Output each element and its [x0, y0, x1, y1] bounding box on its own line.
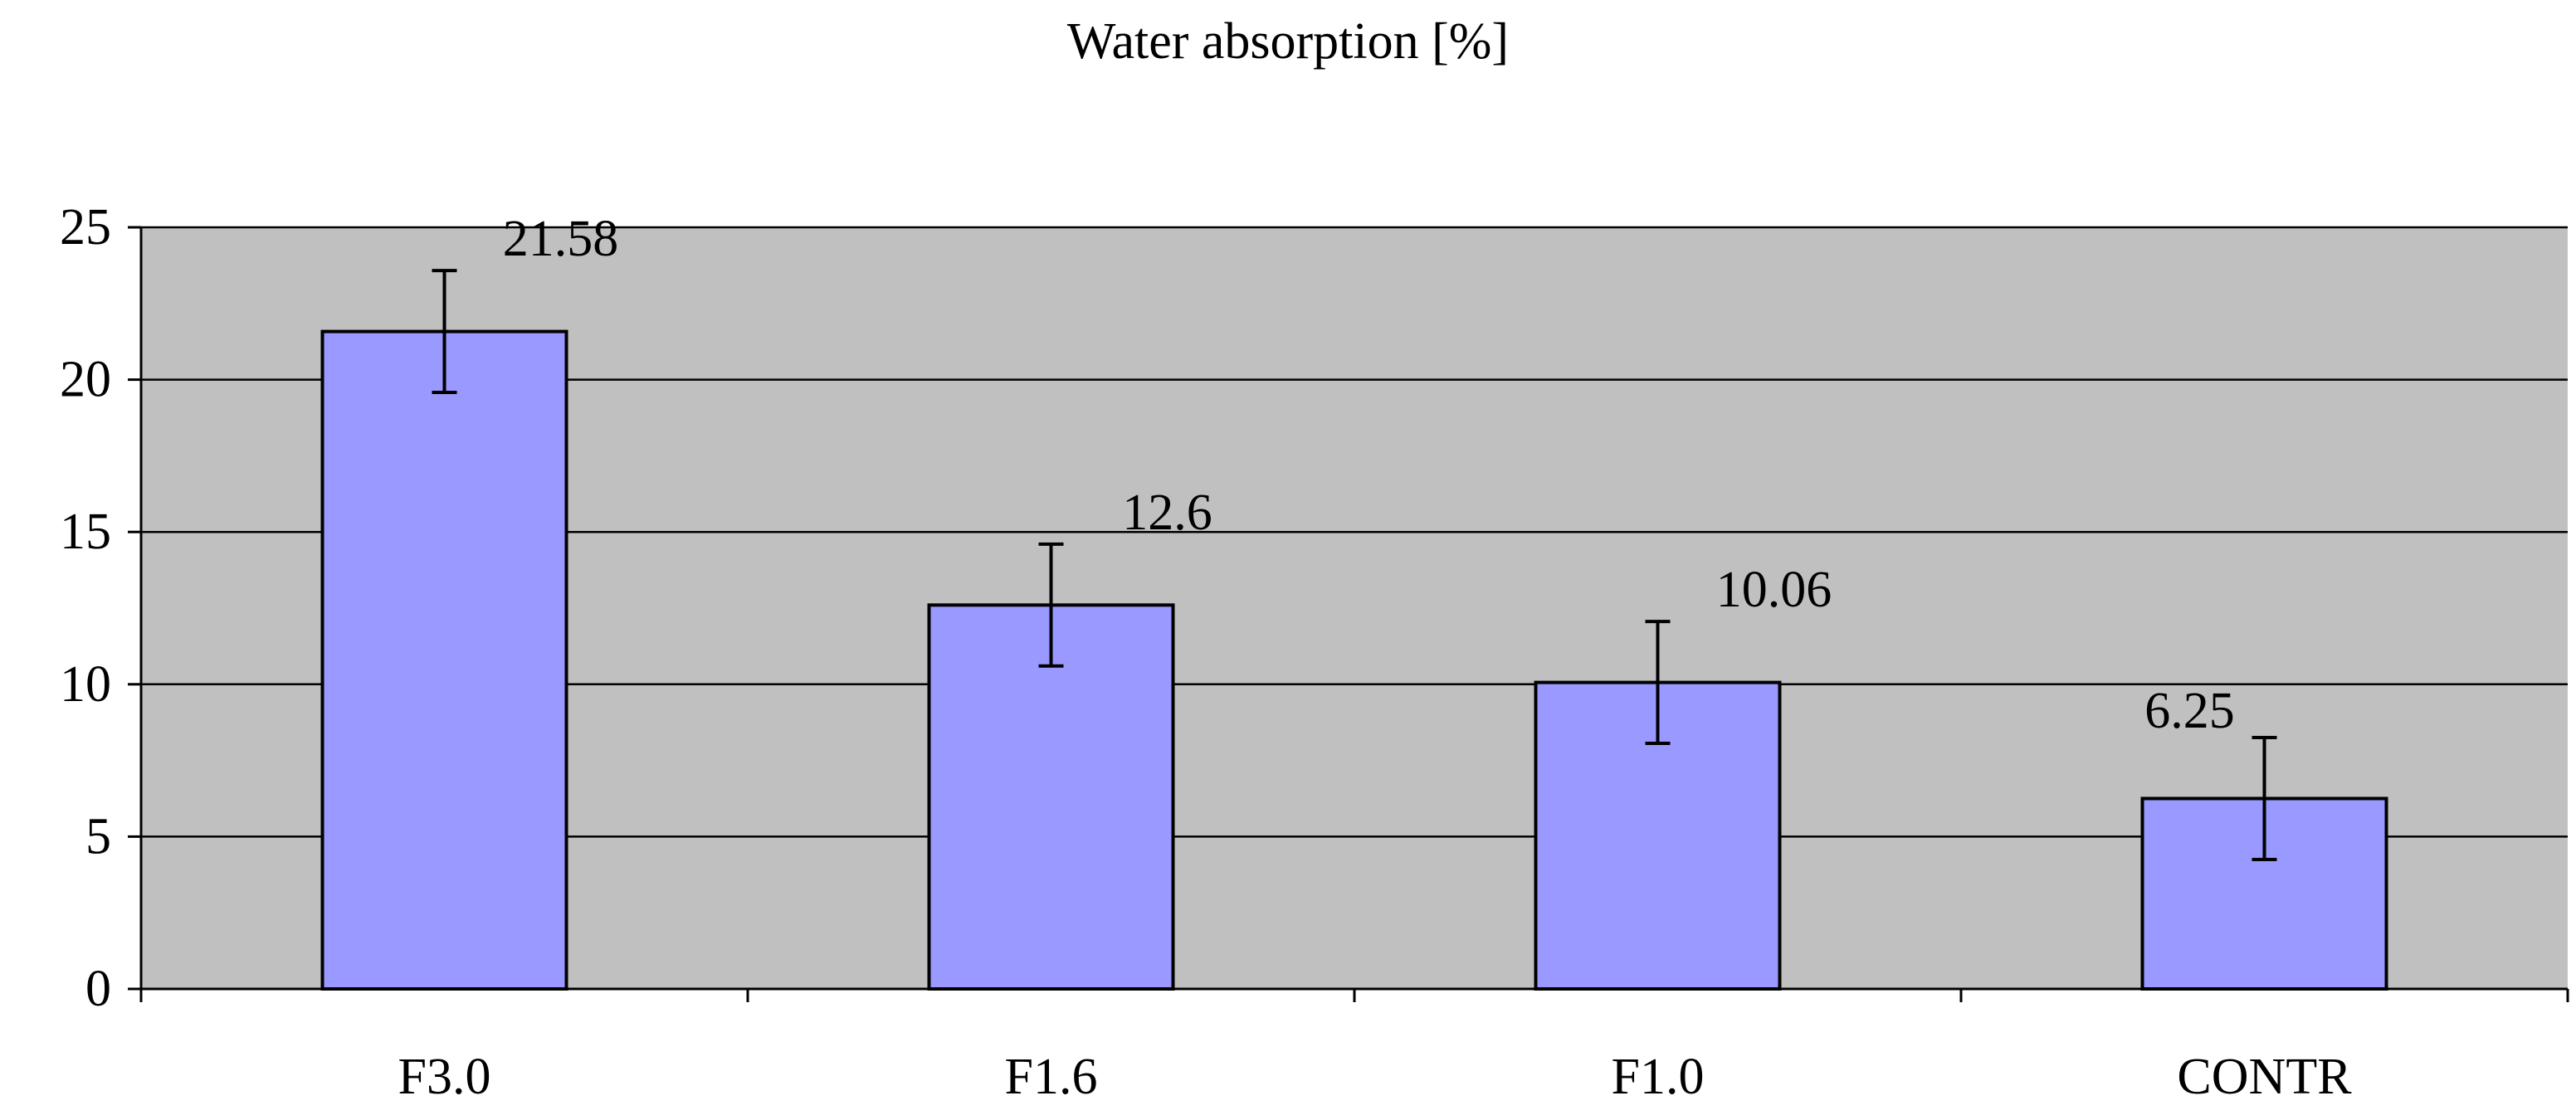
y-tick-labels: 0 5 10 15 20 25 — [60, 199, 111, 1017]
error-bars — [432, 269, 2277, 861]
y-tick-label: 5 — [85, 808, 111, 864]
bar — [927, 603, 1175, 991]
y-tick-label: 10 — [60, 656, 111, 713]
x-tick-label: F3.0 — [398, 1049, 491, 1105]
data-labels: 21.58 12.6 10.06 6.25 — [503, 211, 2235, 739]
x-tick-label: F1.0 — [1612, 1049, 1705, 1105]
x-tick-labels: F3.0 F1.6 F1.0 CONTR — [398, 1049, 2353, 1105]
error-bar — [1645, 620, 1671, 746]
y-tick-label: 0 — [85, 961, 111, 1017]
bars — [320, 329, 2388, 991]
bar — [320, 329, 568, 991]
axes — [128, 226, 2569, 1002]
x-tick-label: F1.6 — [1005, 1049, 1098, 1105]
y-tick-label: 20 — [60, 352, 111, 408]
data-label: 6.25 — [2144, 683, 2235, 739]
error-bar — [2252, 736, 2277, 861]
error-bar — [432, 269, 457, 395]
data-label: 12.6 — [1122, 485, 1212, 541]
y-tick-label: 15 — [60, 504, 111, 560]
chart-title: Water absorption [%] — [1067, 13, 1509, 70]
data-label: 10.06 — [1716, 562, 1832, 618]
data-label: 21.58 — [503, 211, 619, 267]
y-tick-label: 25 — [60, 199, 111, 256]
x-tick-label: CONTR — [2177, 1049, 2352, 1105]
bar — [2140, 796, 2388, 991]
error-bar — [1038, 542, 1064, 668]
